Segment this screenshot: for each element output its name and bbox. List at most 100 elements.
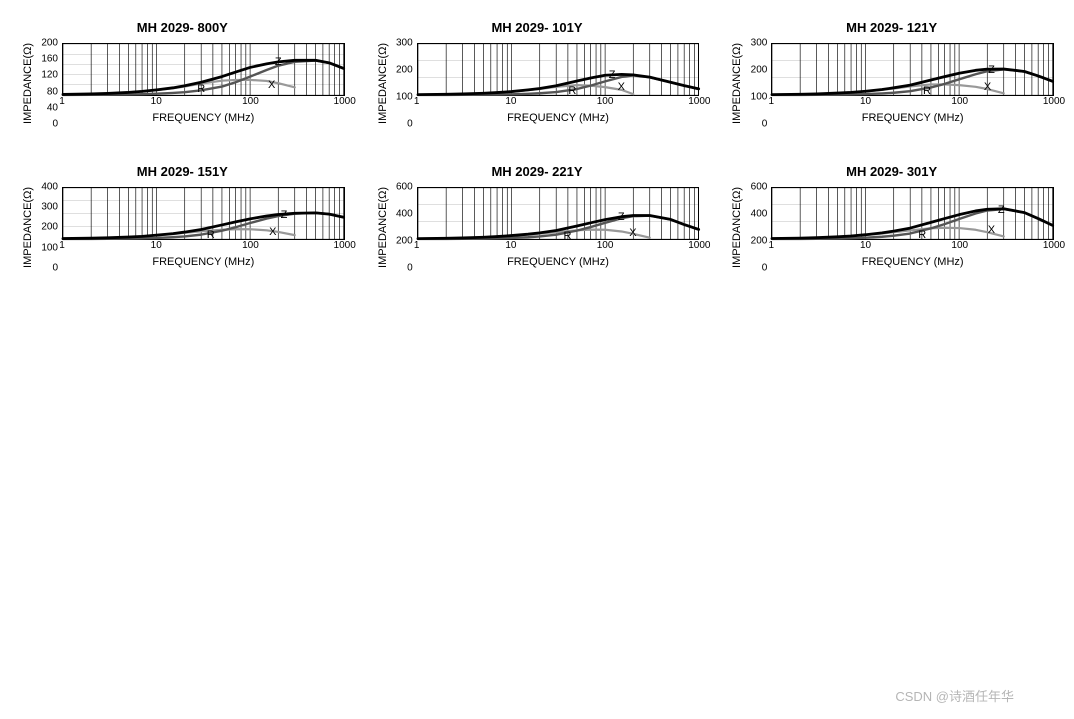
x-tick: 1000	[334, 240, 356, 251]
y-tick: 200	[41, 222, 58, 233]
y-tick: 200	[396, 235, 413, 246]
y-tick: 300	[751, 38, 768, 49]
chart-grid: MH 2029- 800YIMPEDANCE(Ω)04080120160200Z…	[20, 20, 1054, 268]
curve-R	[418, 216, 699, 239]
x-tick: 10	[151, 240, 162, 251]
plot-area: ZRX	[771, 43, 1054, 96]
x-tick: 1000	[334, 96, 356, 107]
y-tick: 300	[41, 202, 58, 213]
x-axis-label: FREQUENCY (MHz)	[417, 112, 700, 124]
x-axis-label: FREQUENCY (MHz)	[417, 256, 700, 268]
y-axis-ticks: 0100200300400	[34, 187, 62, 268]
y-tick: 0	[762, 262, 768, 273]
x-axis-ticks: 1101001000	[417, 240, 700, 254]
y-axis-label: IMPEDANCE(Ω)	[375, 43, 389, 124]
x-axis-ticks: 1101001000	[62, 96, 345, 110]
x-axis-label: FREQUENCY (MHz)	[771, 256, 1054, 268]
y-axis-ticks: 0100200300	[389, 43, 417, 124]
chart-panel-2: MH 2029- 121YIMPEDANCE(Ω)0100200300ZRX11…	[729, 20, 1054, 124]
x-tick: 1000	[1043, 96, 1065, 107]
x-tick: 1	[59, 96, 65, 107]
y-tick: 400	[41, 181, 58, 192]
x-axis-ticks: 1101001000	[62, 240, 345, 254]
y-tick: 0	[52, 118, 58, 129]
y-tick: 160	[41, 54, 58, 65]
y-axis-ticks: 0100200300	[743, 43, 771, 124]
y-axis-label: IMPEDANCE(Ω)	[20, 187, 34, 268]
x-tick: 1000	[688, 240, 710, 251]
chart-panel-4: MH 2029- 221YIMPEDANCE(Ω)0200400600ZRX11…	[375, 164, 700, 268]
chart-title: MH 2029- 221Y	[375, 164, 700, 179]
y-tick: 200	[41, 38, 58, 49]
x-tick: 1000	[688, 96, 710, 107]
y-tick: 120	[41, 70, 58, 81]
plot-area: ZRX	[771, 187, 1054, 240]
y-tick: 80	[47, 86, 58, 97]
chart-panel-3: MH 2029- 151YIMPEDANCE(Ω)0100200300400ZR…	[20, 164, 345, 268]
x-tick: 10	[505, 240, 516, 251]
x-tick: 100	[597, 240, 614, 251]
x-tick: 1	[414, 240, 420, 251]
curve-R	[772, 69, 1053, 94]
chart-title: MH 2029- 121Y	[729, 20, 1054, 35]
x-tick: 100	[951, 96, 968, 107]
chart-panel-0: MH 2029- 800YIMPEDANCE(Ω)04080120160200Z…	[20, 20, 345, 124]
y-tick: 200	[751, 235, 768, 246]
y-tick: 0	[762, 118, 768, 129]
curve-R	[63, 213, 344, 239]
x-tick: 100	[242, 96, 259, 107]
plot-area: ZRX	[62, 187, 345, 240]
y-tick: 0	[407, 262, 413, 273]
chart-title: MH 2029- 151Y	[20, 164, 345, 179]
x-tick: 10	[860, 96, 871, 107]
y-axis-label: IMPEDANCE(Ω)	[729, 187, 743, 268]
y-axis-ticks: 04080120160200	[34, 43, 62, 124]
chart-title: MH 2029- 101Y	[375, 20, 700, 35]
plot-area: ZRX	[62, 43, 345, 96]
x-axis-ticks: 1101001000	[417, 96, 700, 110]
x-axis-label: FREQUENCY (MHz)	[771, 112, 1054, 124]
y-tick: 300	[396, 38, 413, 49]
y-axis-label: IMPEDANCE(Ω)	[375, 187, 389, 268]
y-tick: 0	[407, 118, 413, 129]
watermark-text: CSDN @诗酒任年华	[895, 686, 1014, 705]
y-tick: 100	[751, 91, 768, 102]
y-axis-ticks: 0200400600	[743, 187, 771, 268]
curve-R	[772, 209, 1053, 239]
x-axis-label: FREQUENCY (MHz)	[62, 256, 345, 268]
chart-panel-1: MH 2029- 101YIMPEDANCE(Ω)0100200300ZRX11…	[375, 20, 700, 124]
y-axis-label: IMPEDANCE(Ω)	[729, 43, 743, 124]
x-axis-ticks: 1101001000	[771, 240, 1054, 254]
x-tick: 1000	[1043, 240, 1065, 251]
y-tick: 200	[751, 64, 768, 75]
x-tick: 1	[769, 240, 775, 251]
chart-title: MH 2029- 800Y	[20, 20, 345, 35]
x-tick: 100	[242, 240, 259, 251]
x-tick: 10	[860, 240, 871, 251]
y-axis-label: IMPEDANCE(Ω)	[20, 43, 34, 124]
y-tick: 100	[396, 91, 413, 102]
curve-R	[63, 61, 344, 95]
x-tick: 1	[59, 240, 65, 251]
y-tick: 100	[41, 242, 58, 253]
y-tick: 40	[47, 102, 58, 113]
x-tick: 10	[505, 96, 516, 107]
x-tick: 1	[414, 96, 420, 107]
x-tick: 1	[769, 96, 775, 107]
y-tick: 600	[396, 181, 413, 192]
y-tick: 400	[751, 208, 768, 219]
y-tick: 400	[396, 208, 413, 219]
y-tick: 0	[52, 262, 58, 273]
y-tick: 600	[751, 181, 768, 192]
x-tick: 100	[951, 240, 968, 251]
x-axis-label: FREQUENCY (MHz)	[62, 112, 345, 124]
plot-area: ZRX	[417, 187, 700, 240]
y-tick: 200	[396, 64, 413, 75]
x-axis-ticks: 1101001000	[771, 96, 1054, 110]
chart-panel-5: MH 2029- 301YIMPEDANCE(Ω)0200400600ZRX11…	[729, 164, 1054, 268]
x-tick: 10	[151, 96, 162, 107]
chart-title: MH 2029- 301Y	[729, 164, 1054, 179]
x-tick: 100	[597, 96, 614, 107]
plot-area: ZRX	[417, 43, 700, 96]
y-axis-ticks: 0200400600	[389, 187, 417, 268]
